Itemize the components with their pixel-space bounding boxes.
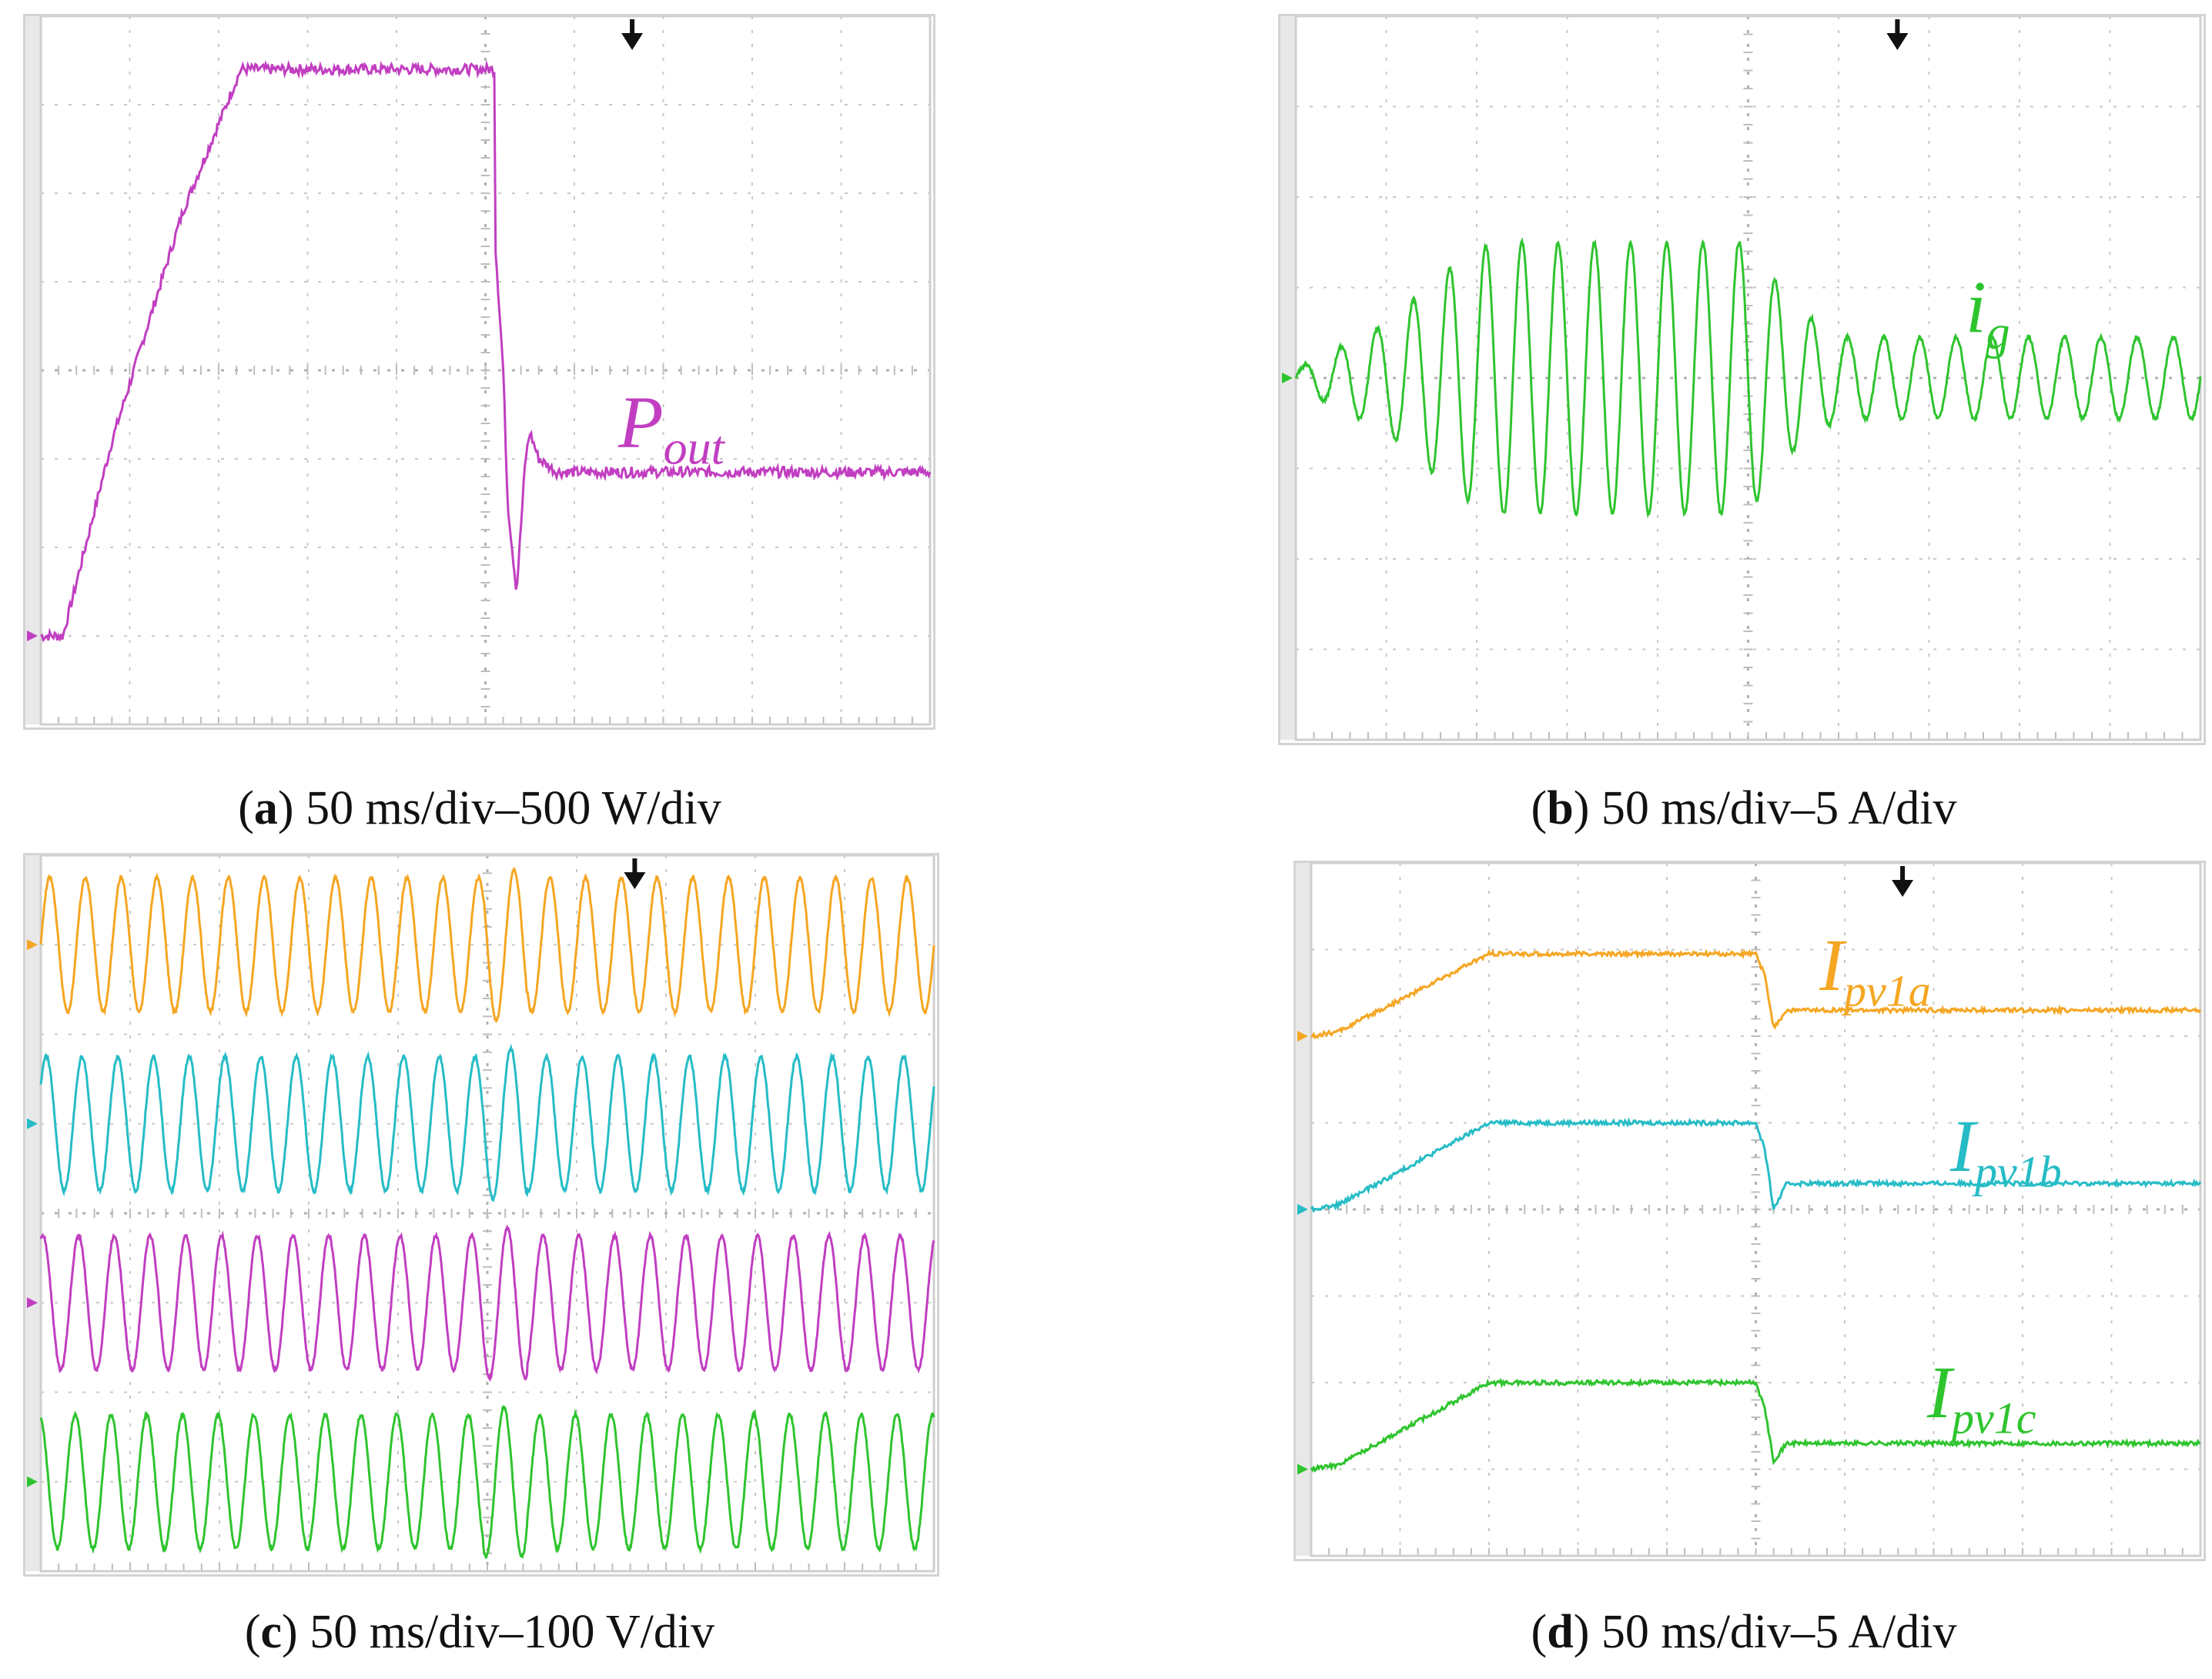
scope-panel-a: Pout bbox=[23, 14, 935, 730]
caption-a-text: 50 ms/div–500 W/div bbox=[306, 782, 721, 834]
left-margin-strip bbox=[25, 855, 41, 1571]
trigger-marker-icon bbox=[1892, 866, 1914, 897]
caption-d-letter: d bbox=[1547, 1606, 1574, 1658]
caption-d-text: 50 ms/div–5 A/div bbox=[1601, 1606, 1957, 1658]
label-ipv1a: Ipv1a bbox=[1819, 924, 1931, 1015]
trace-phase-4 bbox=[39, 1405, 935, 1560]
trace-phase-2 bbox=[39, 1043, 935, 1202]
trace-phase-3 bbox=[39, 1224, 935, 1382]
caption-b-text: 50 ms/div–5 A/div bbox=[1601, 782, 1957, 834]
caption-c-text: 50 ms/div–100 V/div bbox=[310, 1606, 715, 1658]
ground-marker-phase-2 bbox=[27, 1118, 38, 1129]
scope-panel-d: Ipv1a Ipv1b Ipv1c bbox=[1293, 861, 2206, 1561]
scope-plot-b: ig bbox=[1280, 16, 2202, 741]
grid-a bbox=[25, 16, 932, 726]
left-margin-strip bbox=[25, 16, 41, 724]
trace-ipv1c bbox=[1310, 1377, 2201, 1473]
caption-b: (b) 50 ms/div–5 A/div bbox=[1531, 782, 1957, 834]
scope-plot-c bbox=[25, 855, 935, 1573]
ground-marker-ipv1c bbox=[1297, 1463, 1308, 1475]
caption-c: (c) 50 ms/div–100 V/div bbox=[244, 1606, 715, 1658]
plot-border bbox=[39, 855, 935, 1573]
caption-a: (a) 50 ms/div–500 W/div bbox=[238, 782, 721, 834]
trace-phase-1 bbox=[39, 868, 935, 1024]
ground-marker-pout bbox=[27, 630, 38, 641]
ground-marker-ipv1a bbox=[1297, 1031, 1308, 1042]
plot-border bbox=[39, 16, 932, 726]
trigger-marker-icon bbox=[621, 19, 644, 50]
scope-panel-b: ig bbox=[1278, 14, 2206, 745]
caption-a-letter: a bbox=[253, 782, 278, 834]
label-pout: Pout bbox=[617, 381, 726, 475]
ground-marker-ipv1b bbox=[1297, 1204, 1308, 1215]
label-ig: ig bbox=[1966, 266, 2010, 360]
caption-d: (d) 50 ms/div–5 A/div bbox=[1531, 1606, 1957, 1658]
ground-marker-phase-4 bbox=[27, 1476, 38, 1487]
scope-plot-a: Pout bbox=[25, 16, 932, 726]
grid-d bbox=[1296, 863, 2202, 1557]
trigger-marker-icon bbox=[624, 858, 646, 889]
plot-border bbox=[1310, 863, 2202, 1557]
label-ipv1c: Ipv1c bbox=[1926, 1351, 2036, 1443]
trace-ig bbox=[1294, 236, 2202, 519]
ground-marker-phase-3 bbox=[27, 1297, 38, 1309]
scope-panel-c bbox=[23, 853, 939, 1577]
trace-ipv1b bbox=[1310, 1117, 2202, 1213]
caption-b-letter: b bbox=[1547, 782, 1574, 834]
ground-marker-phase-1 bbox=[27, 939, 38, 951]
label-ipv1b: Ipv1b bbox=[1949, 1105, 2062, 1196]
grid-b bbox=[1280, 16, 2202, 741]
caption-c-letter: c bbox=[260, 1606, 283, 1658]
trigger-marker-icon bbox=[1886, 19, 1909, 50]
trace-pout bbox=[40, 59, 932, 643]
trace-ipv1a bbox=[1310, 948, 2202, 1040]
ground-marker-ig bbox=[1282, 373, 1293, 383]
